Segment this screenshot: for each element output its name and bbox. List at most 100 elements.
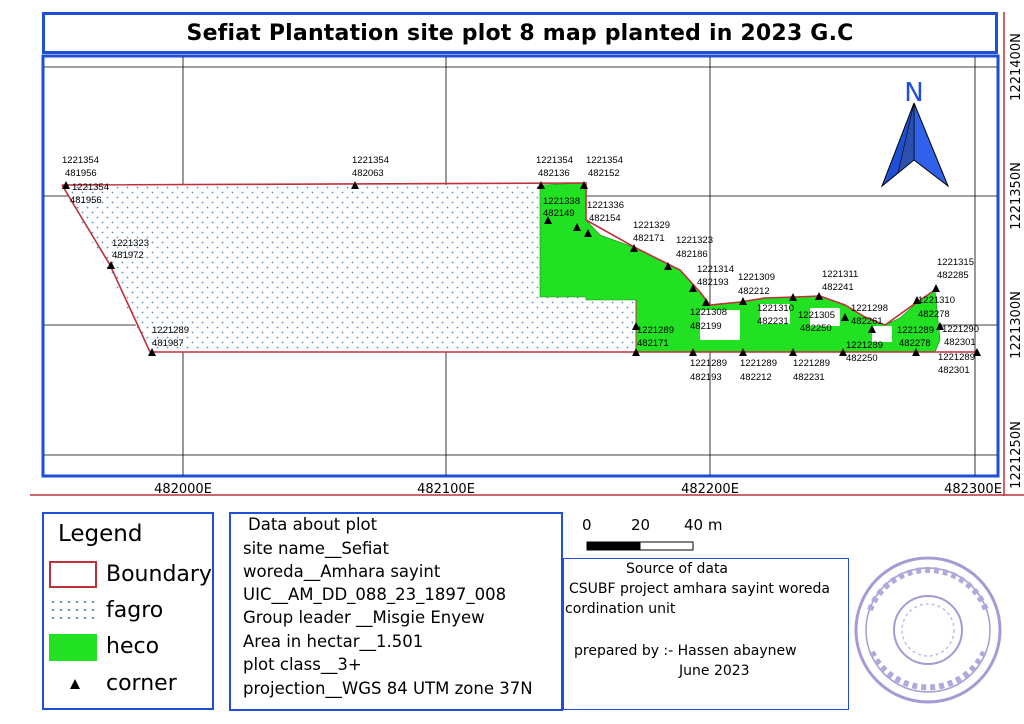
site-name: site name__Sefiat — [243, 539, 389, 558]
corner-label: 481987 — [152, 338, 184, 349]
legend-boundary-swatch — [49, 561, 97, 588]
north-arrow-label: N — [904, 78, 923, 108]
corner-label: 1221289 — [793, 358, 830, 369]
corner-label: 482186 — [676, 249, 708, 260]
northing-labels: 1221400N 1221350N 1221300N 1221250N — [1009, 33, 1024, 489]
corner-labels: 1221354 481956 1221354 481956 1221354 48… — [62, 155, 979, 383]
corner-label: 1221310 — [918, 295, 955, 306]
corner-label: 1221311 — [822, 269, 858, 280]
corner-label: 482301 — [938, 365, 970, 376]
corner-label: 481972 — [112, 250, 144, 261]
title-bar: Sefiat Plantation site plot 8 map plante… — [42, 12, 998, 54]
legend-heco-swatch — [49, 634, 97, 661]
corner-markers — [62, 181, 981, 356]
legend-heco-label: heco — [106, 634, 160, 659]
corner-label: 481956 — [65, 168, 97, 179]
corner-label: 482250 — [800, 323, 832, 334]
corner-label: 1221354 — [586, 155, 623, 166]
scale-bar — [586, 541, 694, 551]
projection: projection__WGS 84 UTM zone 37N — [243, 679, 533, 698]
legend-fagro-swatch — [49, 598, 97, 625]
scale-tick-40: 40 m — [684, 516, 723, 534]
boundary-line — [61, 182, 936, 326]
corner-label: 482193 — [690, 372, 722, 383]
corner-label: 1221354 — [72, 182, 109, 193]
legend-fagro-label: fagro — [106, 598, 164, 623]
scale-tick-0: 0 — [582, 516, 592, 534]
corner-label: 482250 — [846, 353, 878, 364]
corner-label: 482231 — [757, 316, 789, 327]
source-panel — [563, 558, 849, 710]
legend-corner-label: corner — [106, 671, 177, 696]
corner-label: 1221338 — [543, 196, 580, 207]
official-stamp — [854, 556, 1002, 704]
heco-gap-1 — [700, 310, 740, 340]
group-leader: Group leader __Misgie Enyew — [243, 608, 485, 627]
northing-label: 1221300N — [1009, 291, 1024, 359]
corner-label: 1221298 — [851, 303, 888, 314]
corner-label: 1221289 — [740, 358, 777, 369]
corner-label: 1221323 — [112, 238, 149, 249]
woreda: woreda__Amhara sayint — [243, 562, 441, 581]
area: Area in hectar__1.501 — [243, 632, 424, 651]
legend-title: Legend — [58, 521, 143, 547]
plot-class: plot class__3+ — [243, 655, 362, 674]
source-line-1: CSUBF project amhara sayint woreda — [569, 581, 830, 597]
northing-label: 1221250N — [1009, 421, 1024, 489]
legend-corner-icon — [70, 679, 80, 689]
map-title: Sefiat Plantation site plot 8 map plante… — [186, 20, 854, 46]
heco-gap-4 — [872, 326, 892, 342]
corner-label: 1221310 — [757, 303, 794, 314]
corner-label: 1221354 — [352, 155, 389, 166]
corner-label: 482231 — [793, 372, 825, 383]
corner-label: 481956 — [70, 195, 102, 206]
corner-label: 482212 — [738, 286, 770, 297]
easting-label: 482000E — [154, 482, 212, 497]
corner-label: 1221305 — [798, 310, 835, 321]
corner-label: 482171 — [637, 338, 669, 349]
corner-label: 482241 — [822, 282, 854, 293]
corner-label: 482154 — [589, 213, 621, 224]
corner-label: 482278 — [918, 309, 950, 320]
corner-label: 1221289 — [846, 340, 883, 351]
corner-label: 1221314 — [697, 264, 734, 275]
corner-label: 482193 — [697, 277, 729, 288]
corner-label: 1221289 — [897, 325, 934, 336]
corner-label: 482149 — [543, 208, 575, 219]
corner-label: 482063 — [352, 168, 384, 179]
corner-label: 1221329 — [633, 220, 670, 231]
easting-label: 482300E — [944, 482, 1002, 497]
prepared-by: prepared by :- Hassen abaynew — [574, 643, 797, 659]
corner-label: 482261 — [851, 316, 883, 327]
easting-label: 482200E — [681, 482, 739, 497]
corner-label: 1221315 — [937, 257, 974, 268]
easting-label: 482100E — [417, 482, 475, 497]
heco-gap-2 — [760, 304, 790, 324]
easting-labels: 482000E 482100E 482200E 482300E — [154, 482, 1002, 497]
uic-code: UIC__AM_DD_088_23_1897_008 — [243, 585, 507, 604]
north-arrow: N — [880, 78, 950, 188]
source-line-2: cordination unit — [565, 601, 676, 617]
plot-info-panel — [229, 512, 563, 711]
heco-gap-3 — [810, 308, 840, 326]
corner-label: 482301 — [944, 337, 976, 348]
corner-label: 1221323 — [676, 235, 713, 246]
prepared-date: June 2023 — [679, 663, 750, 679]
corner-label: 1221336 — [587, 200, 624, 211]
corner-label: 482199 — [690, 321, 722, 332]
source-heading: Source of data — [626, 561, 729, 577]
corner-label: 1221290 — [942, 324, 979, 335]
fagro-area — [62, 185, 636, 352]
corner-label: 482171 — [633, 233, 665, 244]
northing-label: 1221350N — [1009, 162, 1024, 230]
scale-tick-20: 20 — [631, 516, 651, 534]
corner-label: 482136 — [538, 168, 570, 179]
plot-info-heading: Data about plot — [248, 515, 378, 534]
legend-boundary-label: Boundary — [106, 562, 212, 587]
corner-label: 482212 — [740, 372, 772, 383]
corner-label: 1221289 — [938, 352, 975, 363]
corner-label: 482278 — [899, 338, 931, 349]
corner-label: 1221289 — [690, 358, 727, 369]
corner-label: 482285 — [937, 270, 969, 281]
